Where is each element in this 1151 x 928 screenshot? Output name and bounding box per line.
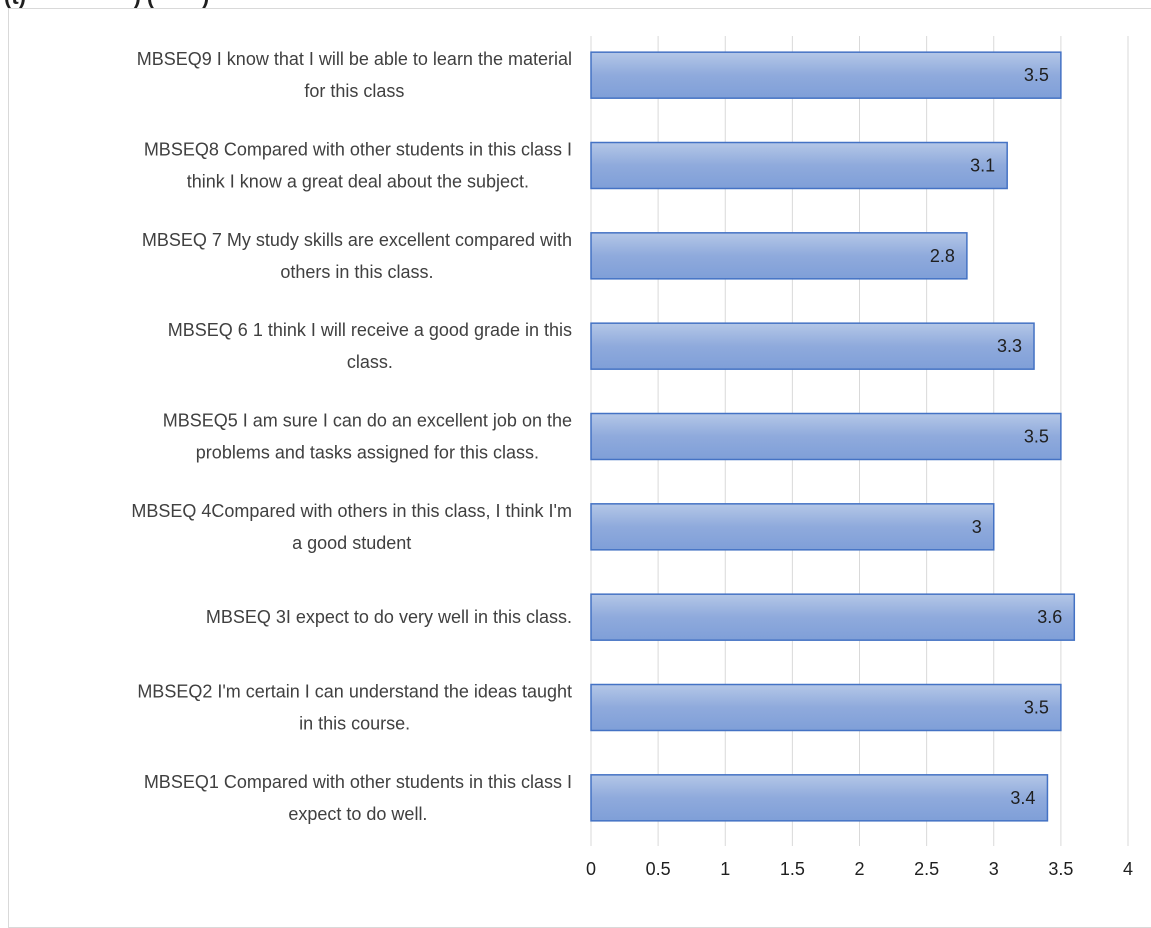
category-label-line: MBSEQ 3I expect to do very well in this … [206, 607, 572, 627]
bar [590, 683, 1062, 732]
category-label-line: MBSEQ2 I'm certain I can understand the … [137, 682, 572, 702]
category-label: MBSEQ1 Compared with other students in t… [144, 772, 572, 824]
x-axis-ticks: 0 0.5 1 1.5 2 2.5 3 3.5 4 [586, 859, 1133, 879]
data-label: 3.1 [970, 156, 995, 176]
x-tick-label: 1 [720, 859, 730, 879]
category-label-line: MBSEQ1 Compared with other students in t… [144, 772, 572, 792]
bar [590, 51, 1062, 99]
data-label: 3.5 [1024, 65, 1049, 85]
bar [590, 774, 1049, 822]
category-label: MBSEQ8 Compared with other students in t… [144, 140, 572, 192]
bar [590, 322, 1035, 370]
header-fragment: (t) · · · · · · · ·) (· · · ·) [4, 0, 209, 8]
category-label-line: for this class [304, 81, 404, 101]
category-label-line: a good student [292, 533, 411, 553]
category-label: MBSEQ 4Compared with others in this clas… [131, 501, 572, 553]
bar [590, 232, 968, 280]
data-label: 2.8 [930, 246, 955, 266]
category-label-line: MBSEQ 4Compared with others in this clas… [131, 501, 572, 521]
category-label-line: MBSEQ 7 My study skills are excellent co… [142, 230, 572, 250]
data-label: 3.4 [1010, 788, 1035, 808]
category-label-line: problems and tasks assigned for this cla… [196, 443, 539, 463]
category-label: MBSEQ2 I'm certain I can understand the … [137, 682, 572, 734]
bars [590, 51, 1076, 822]
x-tick-label: 0 [586, 859, 596, 879]
category-label: MBSEQ 6 1 think I will receive a good gr… [168, 320, 572, 372]
data-label: 3.6 [1037, 607, 1062, 627]
category-label-line: MBSEQ8 Compared with other students in t… [144, 140, 572, 160]
category-label-line: others in this class. [280, 262, 433, 282]
category-label: MBSEQ9 I know that I will be able to lea… [137, 49, 572, 101]
category-labels: 3.5 MBSEQ9 I know that I will be able to … [131, 49, 1062, 824]
category-label-line: expect to do well. [288, 804, 427, 824]
data-label: 3 [972, 517, 982, 537]
category-label: MBSEQ 3I expect to do very well in this … [206, 607, 572, 627]
category-label: MBSEQ5 I am sure I can do an excellent j… [163, 411, 572, 463]
bar [590, 593, 1076, 641]
x-tick-label: 4 [1123, 859, 1133, 879]
bar [590, 503, 995, 551]
category-label-line: in this course. [299, 714, 410, 734]
x-tick-label: 0.5 [646, 859, 671, 879]
category-label-line: MBSEQ 6 1 think I will receive a good gr… [168, 320, 572, 340]
data-label: 3.5 [1024, 427, 1049, 447]
data-label: 3.5 [1024, 698, 1049, 718]
x-tick-label: 2.5 [914, 859, 939, 879]
x-tick-label: 2 [854, 859, 864, 879]
category-label: MBSEQ 7 My study skills are excellent co… [142, 230, 572, 282]
category-label-line: MBSEQ5 I am sure I can do an excellent j… [163, 411, 572, 431]
x-tick-label: 1.5 [780, 859, 805, 879]
category-label-line: MBSEQ9 I know that I will be able to lea… [137, 49, 572, 69]
bar [590, 141, 1008, 190]
category-label-line: think I know a great deal about the subj… [187, 172, 529, 192]
category-label-line: class. [347, 352, 393, 372]
data-label: 3.3 [997, 336, 1022, 356]
bar [590, 412, 1062, 461]
x-tick-label: 3 [989, 859, 999, 879]
x-tick-label: 3.5 [1048, 859, 1073, 879]
